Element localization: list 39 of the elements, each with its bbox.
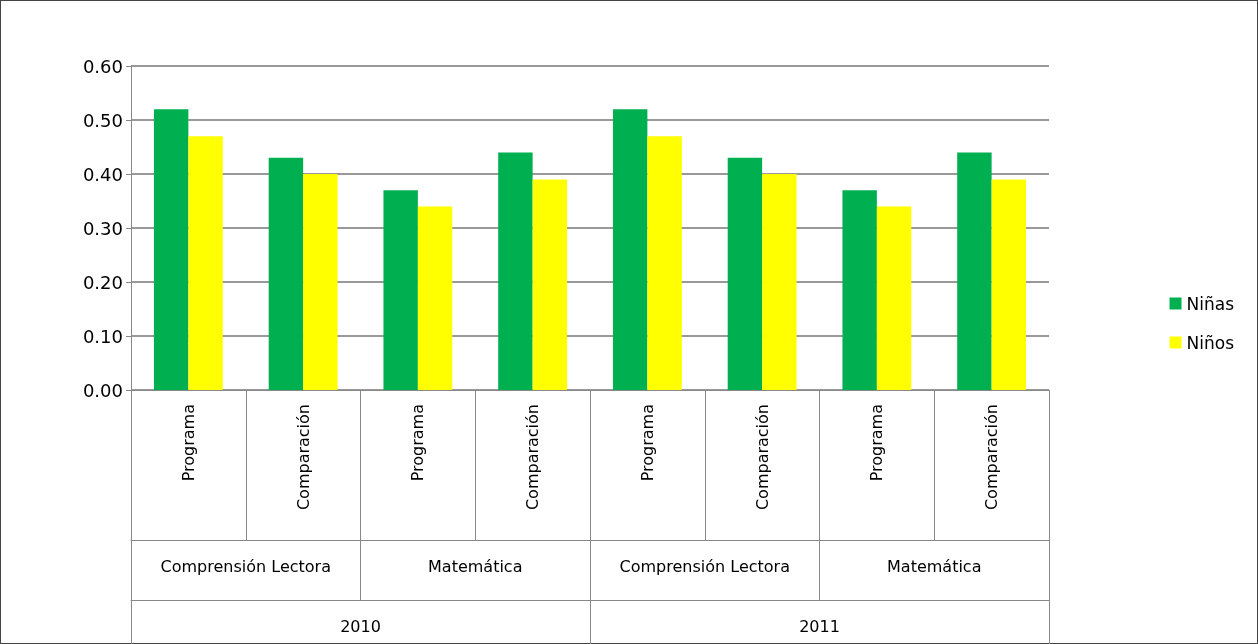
bar [417, 206, 453, 390]
y-tick-label: 0.40 [82, 163, 123, 185]
text: Matemática [887, 556, 982, 576]
x-tick-label: Programa [408, 404, 428, 482]
x-tick-label: Programa [637, 404, 657, 482]
bar [303, 174, 338, 390]
legend-label: Niños [1186, 332, 1235, 353]
bar [498, 152, 533, 390]
y-tick-label: 0.20 [82, 271, 123, 293]
bar [532, 179, 568, 390]
bar [153, 109, 189, 390]
text: 2011 [799, 616, 840, 636]
bar [762, 174, 797, 390]
bar [957, 152, 992, 390]
x-tick-label: Comparación [752, 404, 772, 511]
y-tick-label: 0.10 [82, 325, 123, 347]
legend-label: Niñas [1186, 293, 1235, 314]
text: 2010 [340, 616, 381, 636]
text: Comprensión Lectora [619, 556, 790, 576]
bar [188, 136, 223, 390]
bar [647, 136, 682, 390]
x-tick-label: Comparación [293, 404, 313, 511]
x-tick-label: Programa [867, 404, 887, 482]
y-tick-label: 0.00 [82, 379, 123, 401]
bar [383, 190, 418, 390]
bar [612, 109, 648, 390]
x-tick-label: Programa [178, 404, 198, 482]
bar [727, 157, 763, 390]
bar [991, 179, 1027, 390]
y-tick-label: 0.30 [82, 217, 123, 239]
bar [842, 190, 877, 390]
x-tick-label: Comparación [523, 404, 543, 511]
bar [268, 157, 304, 390]
bar [876, 206, 912, 390]
text: Matemática [428, 556, 523, 576]
y-tick-label: 0.50 [82, 109, 123, 131]
x-tick-label: Comparación [982, 404, 1002, 511]
text: Comprensión Lectora [160, 556, 331, 576]
y-tick-label: 0.60 [82, 55, 123, 77]
